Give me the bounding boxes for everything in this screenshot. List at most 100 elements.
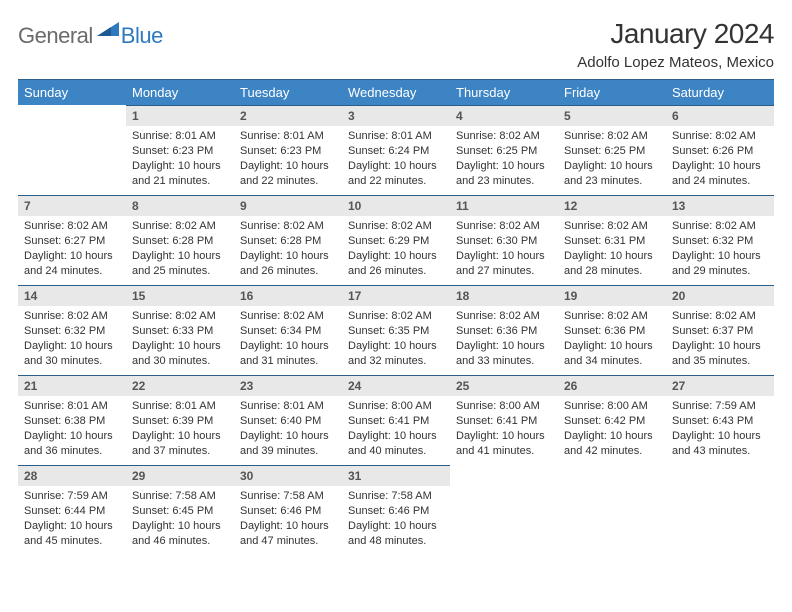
day-body: Sunrise: 8:02 AMSunset: 6:32 PMDaylight:… (666, 216, 774, 284)
day-number: 27 (666, 375, 774, 396)
day-body: Sunrise: 8:02 AMSunset: 6:37 PMDaylight:… (666, 306, 774, 374)
day-body: Sunrise: 8:00 AM Sunset: 6:41 PM Daylight:… (342, 396, 450, 464)
calendar-cell: 1Sunrise: 8:01 AMSunset: 6:23 PMDaylight… (126, 105, 234, 195)
day-body: Sunrise: 8:02 AMSunset: 6:36 PMDaylight:… (558, 306, 666, 374)
day-number: 2 (234, 105, 342, 126)
sunrise-text: Sunrise: 8:02 AM (24, 220, 108, 232)
calendar-cell: 15 Sunrise: 8:02 AM Sunset: 6:33 PM Dayligh… (126, 285, 234, 375)
sunset-text: Sunset: 6:36 PM (456, 325, 537, 337)
day-number: 3 (342, 105, 450, 126)
daylight-text: Daylight: 10 hours and 31 minutes. (240, 340, 329, 367)
daylight-text: Daylight: 10 hours and 30 minutes. (24, 340, 113, 367)
sunrise-text: Sunrise: 8:02 AM (456, 220, 540, 232)
sunset-text: Sunset: 6:36 PM (564, 325, 645, 337)
daylight-text: Daylight: 10 hours and 25 minutes. (132, 250, 221, 277)
calendar-cell: 16Sunrise: 8:02 AMSunset: 6:34 PMDayligh… (234, 285, 342, 375)
sunset-text: Sunset: 6:41 PM (348, 415, 429, 427)
sunset-text: Sunset: 6:40 PM (240, 415, 321, 427)
day-body: Sunrise: 8:02 AM Sunset: 6:33 PM Daylight:… (126, 306, 234, 374)
day-body: Sunrise: 8:01 AMSunset: 6:24 PMDaylight:… (342, 126, 450, 194)
day-number: 7 (18, 195, 126, 216)
day-body: Sunrise: 8:02 AMSunset: 6:29 PMDaylight:… (342, 216, 450, 284)
day-number: 13 (666, 195, 774, 216)
sunrise-text: Sunrise: 7:59 AM (672, 400, 756, 412)
sunset-text: Sunset: 6:41 PM (456, 415, 537, 427)
sunset-text: Sunset: 6:26 PM (672, 145, 753, 157)
calendar-cell: 30Sunrise: 7:58 AMSunset: 6:46 PMDayligh… (234, 465, 342, 555)
day-body: Sunrise: 8:02 AM Sunset: 6:30 PM Daylight:… (450, 216, 558, 284)
sunset-text: Sunset: 6:33 PM (132, 325, 213, 337)
day-number: 5 (558, 105, 666, 126)
calendar-row: 7Sunrise: 8:02 AMSunset: 6:27 PMDaylight… (18, 195, 774, 285)
calendar-body: 1 Sunrise: 8:01 AM Sunset: 6:23 PM Daylight… (18, 105, 774, 555)
daylight-text: Daylight: 10 hours and 40 minutes. (348, 430, 437, 457)
logo-triangle-icon (97, 22, 119, 41)
day-body: Sunrise: 8:02 AMSunset: 6:28 PMDaylight:… (126, 216, 234, 284)
sunset-text: Sunset: 6:43 PM (672, 415, 753, 427)
sunset-text: Sunset: 6:24 PM (348, 145, 429, 157)
calendar-cell (666, 465, 774, 555)
daylight-text: Daylight: 10 hours and 24 minutes. (672, 160, 761, 187)
daylight-text: Daylight: 10 hours and 35 minutes. (672, 340, 761, 367)
calendar-cell: 18Sunrise: 8:02 AMSunset: 6:36 PMDayligh… (450, 285, 558, 375)
daylight-text: Daylight: 10 hours and 27 minutes. (456, 250, 545, 277)
daylight-text: Daylight: 10 hours and 30 minutes. (132, 340, 221, 367)
weekday-header: Saturday (666, 80, 774, 106)
weekday-header: Wednesday (342, 80, 450, 106)
sunrise-text: Sunrise: 8:01 AM (240, 130, 324, 142)
calendar-cell: 22Sunrise: 8:01 AMSunset: 6:39 PMDayligh… (126, 375, 234, 465)
day-number: 1 (126, 105, 234, 126)
sunrise-text: Sunrise: 8:02 AM (24, 310, 108, 322)
sunrise-text: Sunrise: 8:02 AM (132, 310, 216, 322)
day-body: Sunrise: 7:58 AMSunset: 6:45 PMDaylight:… (126, 486, 234, 554)
sunset-text: Sunset: 6:38 PM (24, 415, 105, 427)
daylight-text: Daylight: 10 hours and 36 minutes. (24, 430, 113, 457)
daylight-text: Daylight: 10 hours and 29 minutes. (672, 250, 761, 277)
weekday-row: SundayMondayTuesdayWednesdayThursdayFrid… (18, 80, 774, 106)
calendar-cell: 28Sunrise: 7:59 AMSunset: 6:44 PMDayligh… (18, 465, 126, 555)
day-number: 6 (666, 105, 774, 126)
sunrise-text: Sunrise: 8:02 AM (456, 310, 540, 322)
day-number: 26 (558, 375, 666, 396)
logo-text-general: General (18, 23, 93, 49)
calendar-cell: 4Sunrise: 8:02 AMSunset: 6:25 PMDaylight… (450, 105, 558, 195)
sunrise-text: Sunrise: 8:01 AM (348, 130, 432, 142)
sunset-text: Sunset: 6:45 PM (132, 505, 213, 517)
sunrise-text: Sunrise: 8:02 AM (564, 310, 648, 322)
day-number: 15 (126, 285, 234, 306)
day-body: Sunrise: 8:02 AMSunset: 6:35 PMDaylight:… (342, 306, 450, 374)
calendar-cell: 27Sunrise: 7:59 AMSunset: 6:43 PMDayligh… (666, 375, 774, 465)
calendar-cell: 5Sunrise: 8:02 AMSunset: 6:25 PMDaylight… (558, 105, 666, 195)
calendar-cell: 14Sunrise: 8:02 AMSunset: 6:32 PMDayligh… (18, 285, 126, 375)
sunrise-text: Sunrise: 8:00 AM (456, 400, 540, 412)
day-body: Sunrise: 8:00 AMSunset: 6:42 PMDaylight:… (558, 396, 666, 464)
calendar-head: SundayMondayTuesdayWednesdayThursdayFrid… (18, 80, 774, 106)
sunrise-text: Sunrise: 8:02 AM (348, 220, 432, 232)
sunset-text: Sunset: 6:30 PM (456, 235, 537, 247)
daylight-text: Daylight: 10 hours and 26 minutes. (240, 250, 329, 277)
sunrise-text: Sunrise: 8:02 AM (348, 310, 432, 322)
calendar-row: 14Sunrise: 8:02 AMSunset: 6:32 PMDayligh… (18, 285, 774, 375)
calendar-cell: 17Sunrise: 8:02 AMSunset: 6:35 PMDayligh… (342, 285, 450, 375)
calendar-cell: 7Sunrise: 8:02 AMSunset: 6:27 PMDaylight… (18, 195, 126, 285)
day-body: Sunrise: 8:02 AMSunset: 6:25 PMDaylight:… (558, 126, 666, 194)
calendar-row: 1 Sunrise: 8:01 AM Sunset: 6:23 PM Daylight… (18, 105, 774, 195)
sunset-text: Sunset: 6:25 PM (456, 145, 537, 157)
calendar-cell (18, 105, 126, 195)
day-body: Sunrise: 8:02 AMSunset: 6:28 PMDaylight:… (234, 216, 342, 284)
day-number: 4 (450, 105, 558, 126)
calendar-cell: 13Sunrise: 8:02 AMSunset: 6:32 PMDayligh… (666, 195, 774, 285)
sunrise-text: Sunrise: 8:00 AM (348, 400, 432, 412)
daylight-text: Daylight: 10 hours and 46 minutes. (132, 520, 221, 547)
sunrise-text: Sunrise: 8:01 AM (132, 400, 216, 412)
sunset-text: Sunset: 6:39 PM (132, 415, 213, 427)
daylight-text: Daylight: 10 hours and 39 minutes. (240, 430, 329, 457)
sunset-text: Sunset: 6:23 PM (240, 145, 321, 157)
calendar-cell: 11Sunrise: 8:02 AMSunset: 6:30 PMDayligh… (450, 195, 558, 285)
daylight-text: Daylight: 10 hours and 28 minutes. (564, 250, 653, 277)
calendar-row: 21Sunrise: 8:01 AMSunset: 6:38 PMDayligh… (18, 375, 774, 465)
daylight-text: Daylight: 10 hours and 22 minutes. (240, 160, 329, 187)
calendar-cell: 10Sunrise: 8:02 AMSunset: 6:29 PMDayligh… (342, 195, 450, 285)
calendar-cell: 26Sunrise: 8:00 AMSunset: 6:42 PMDayligh… (558, 375, 666, 465)
sunset-text: Sunset: 6:46 PM (240, 505, 321, 517)
